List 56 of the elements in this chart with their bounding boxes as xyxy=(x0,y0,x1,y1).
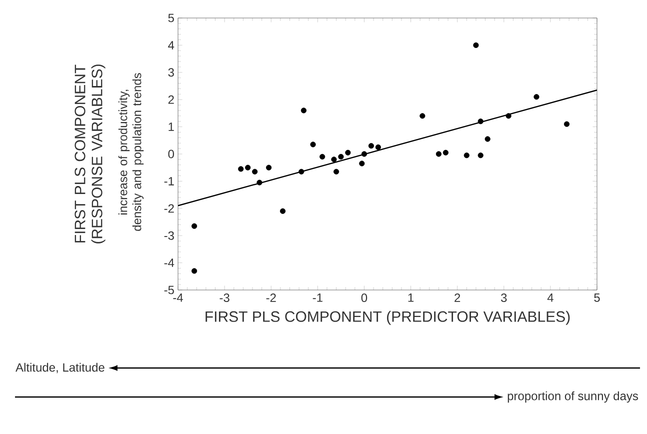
point xyxy=(564,121,570,127)
point xyxy=(506,113,512,119)
y-tick-label: 4 xyxy=(168,41,174,50)
text: Altitude, Latitude xyxy=(16,362,104,374)
point xyxy=(478,152,484,158)
x-tick-label: 3 xyxy=(501,294,507,302)
point xyxy=(300,108,306,114)
point xyxy=(280,208,286,214)
point xyxy=(192,268,198,274)
text: proportion of sunny days xyxy=(508,391,638,403)
y-tick-label: 3 xyxy=(168,68,174,77)
point xyxy=(320,154,326,160)
point xyxy=(338,154,344,160)
y-tick-label: 1 xyxy=(168,122,174,131)
point xyxy=(331,156,337,162)
y-tick-label: -4 xyxy=(164,258,174,267)
point xyxy=(256,180,262,186)
point xyxy=(192,223,198,229)
point xyxy=(436,151,442,157)
point xyxy=(310,142,316,148)
point xyxy=(375,144,381,150)
point xyxy=(298,168,304,174)
x-tick-label: 1 xyxy=(408,294,414,302)
x-tick-label: -3 xyxy=(220,294,230,302)
x-tick-label: -2 xyxy=(266,294,276,302)
point xyxy=(484,136,490,142)
point xyxy=(245,164,251,170)
point xyxy=(238,166,244,172)
point xyxy=(368,143,374,149)
x-tick-label: 0 xyxy=(361,294,368,302)
point xyxy=(442,150,448,156)
point xyxy=(345,150,351,156)
point xyxy=(473,42,479,48)
point xyxy=(534,94,540,100)
y-tick-label: 0 xyxy=(168,150,174,158)
y-tick-label: -3 xyxy=(164,231,174,240)
point xyxy=(464,152,470,158)
point xyxy=(252,168,258,174)
x-tick-label: 2 xyxy=(454,294,460,302)
y-tick-label: -1 xyxy=(164,177,174,186)
text: increase of productivity, density and population trends xyxy=(118,73,144,231)
x-tick-label: -1 xyxy=(312,294,322,302)
x-tick-label: 5 xyxy=(594,294,600,302)
y-tick-label: 5 xyxy=(168,14,174,22)
point xyxy=(266,164,272,170)
y-tick-label: -5 xyxy=(164,286,174,294)
point xyxy=(333,168,340,174)
x-axis-title: FIRST PLS COMPONENT (PREDICTOR VARIABLES) xyxy=(206,310,570,325)
point xyxy=(359,160,365,166)
point xyxy=(478,118,484,124)
y-axis-title: FIRST PLS COMPONENT (RESPONSE VARIABLES) xyxy=(74,64,106,244)
point xyxy=(361,151,368,157)
y-tick-label: 2 xyxy=(168,95,174,104)
x-tick-label: 4 xyxy=(547,294,554,302)
point xyxy=(420,113,426,119)
y-tick-label: -2 xyxy=(164,204,174,213)
